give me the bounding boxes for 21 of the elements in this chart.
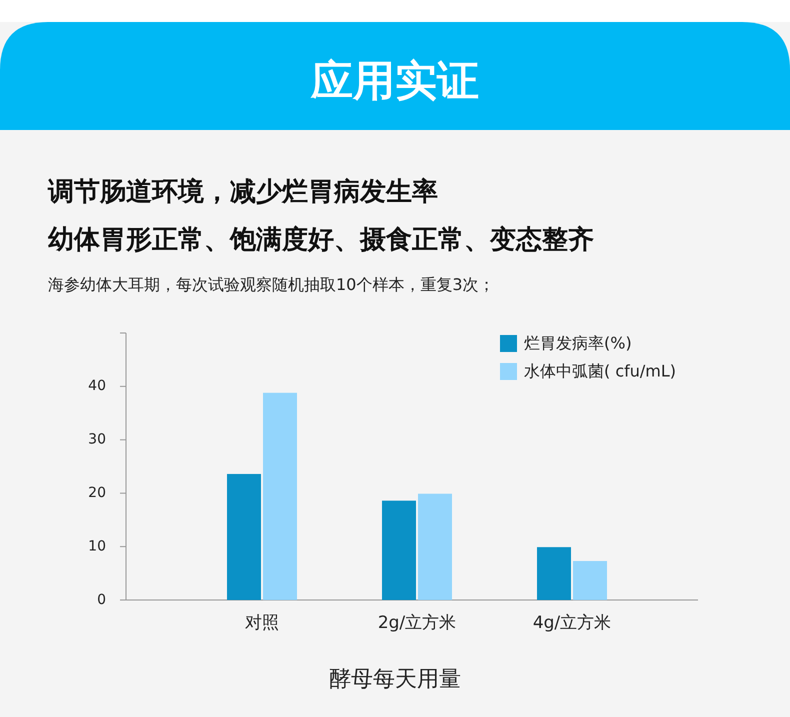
x-axis-title: 酵母每天用量 (329, 667, 461, 692)
y-tick-label: 10 (88, 538, 106, 554)
chart-title: 应用实证 (310, 56, 479, 105)
legend-label: 水体中弧菌( cfu/mL) (524, 361, 676, 380)
legend-label: 烂胃发病率(%) (524, 333, 632, 352)
chart-subtitle: 调节肠道环境，减少烂胃病发生率 (47, 177, 438, 207)
x-tick-label: 2g/立方米 (378, 613, 456, 633)
bar (382, 500, 416, 600)
bar (418, 494, 452, 600)
text: 幼体胃形正常、饱满度好、摄食正常、变态整齐 (48, 225, 594, 255)
x-tick-label: 对照 (245, 613, 279, 633)
x-tick-label: 4g/立方米 (532, 613, 612, 633)
bar (227, 474, 261, 600)
text: 海参幼体大耳期，每次试验观察随机抽取10个样本，重复3次； (48, 275, 495, 294)
y-tick-label: 40 (88, 378, 106, 394)
y-tick-label: 30 (88, 432, 106, 448)
y-tick-label: 0 (97, 592, 106, 608)
bar (537, 547, 571, 600)
y-tick-label: 20 (88, 485, 106, 502)
bar (573, 561, 607, 600)
bar (263, 392, 297, 600)
